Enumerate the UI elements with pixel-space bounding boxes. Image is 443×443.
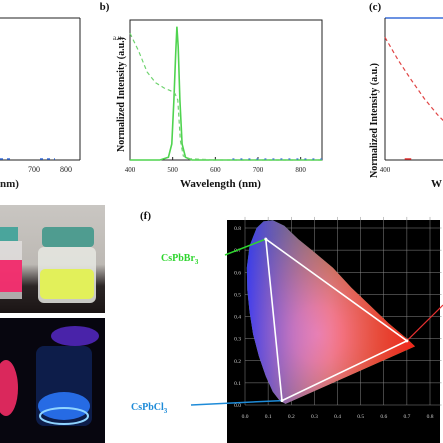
panel-a-xlabel: nm) (0, 178, 19, 190)
panel-b-x-tick: 500 (167, 166, 178, 174)
panel-c-ylabel: Normalized Intensity (a.u.) (369, 63, 380, 178)
panel-b-x-tick: 800 (295, 166, 306, 174)
vial-yellow-liquid (40, 269, 94, 299)
cie-y-tick: 0.7 (234, 248, 241, 254)
vial-red-liquid (0, 260, 22, 292)
panel-f-cie: (f) 0.0 0.1 0.2 0.3 0.4 0.5 0.6 0.7 0.8 0.0 0.1 0.2… (131, 210, 443, 443)
pl-emission-line (130, 26, 322, 161)
panel-b-xlabel: Wavelength (nm) (180, 178, 261, 190)
panel-b-x-tick: 600 (210, 166, 221, 174)
panel-f-label: (f) (140, 210, 151, 222)
panel-c-label: (c) (369, 1, 382, 13)
vial-red-emission (0, 360, 18, 416)
panel-b-label: (b) (100, 1, 110, 13)
panel-a-tick-700: 700 (28, 165, 40, 174)
photo-vials-daylight (0, 205, 105, 313)
cie-x-tick: 0.2 (288, 414, 295, 420)
vial-yellow-cap (42, 227, 94, 247)
annotation-cspbbr3: CsPbBr3 (161, 253, 199, 266)
red-vertex-leader-line (406, 304, 443, 342)
cie-y-tick: 0.5 (234, 292, 241, 298)
cie-y-tick: 0.1 (234, 381, 241, 387)
cie-x-tick: 0.3 (311, 414, 318, 420)
cspbbr3-leader-line (224, 238, 267, 256)
panel-b-series (129, 26, 322, 161)
annotation-cspbcl3: CsPbCl3 (131, 402, 168, 415)
panel-b-x-tick: 400 (125, 166, 136, 174)
photo-vials-uv (0, 318, 105, 443)
gamut-vertex-point (264, 237, 268, 241)
cie-x-tick: 0.7 (403, 414, 410, 420)
cie-y-tick: 0.4 (234, 315, 241, 321)
panel-c-series (384, 37, 443, 160)
cie-x-tick: 0.6 (380, 414, 387, 420)
cspbcl3-leader-line (190, 399, 283, 406)
uv-purple-glow (51, 326, 99, 346)
panel-b-plot-frame (129, 19, 323, 161)
cie-axis-ticks: 0.0 0.1 0.2 0.3 0.4 0.5 0.6 0.7 0.8 0.0 0.1 0.2 0.3 0… (234, 226, 434, 420)
vial-blue-emission (38, 392, 90, 420)
cie-y-tick: 0.0 (234, 403, 241, 409)
gamut-triangle (264, 237, 409, 402)
cie-x-tick: 0.4 (334, 414, 341, 420)
cie-x-tick: 0.1 (265, 414, 272, 420)
panel-a: 700 800 nm) (0, 17, 81, 190)
panel-a-tick-800: 800 (60, 165, 72, 174)
panel-b-chart: (b) Normalized Intensity (a.u.) a.u. 400… (100, 1, 323, 190)
cie-spectral-locus (246, 220, 415, 404)
vial-blue-ring (39, 407, 89, 425)
cie-x-tick: 0.0 (242, 414, 249, 420)
gamut-vertex-point (405, 339, 409, 343)
panel-c-x-tick: 400 (380, 166, 391, 174)
gamut-vertex-point (280, 399, 284, 403)
cie-gamut-triangle (190, 237, 443, 406)
vial-red-cap (0, 227, 18, 241)
cie-x-tick: 0.8 (427, 414, 434, 420)
absorption-dashed-line (129, 33, 322, 161)
panel-b-x-tick: 700 (253, 166, 264, 174)
cie-y-tick: 0.3 (234, 337, 241, 343)
cie-horseshoe-red (246, 220, 415, 404)
cie-y-tick: 0.2 (234, 359, 241, 365)
panel-b-ylabel: Normalized Intensity (a.u.) (116, 37, 127, 152)
cie-y-tick: 0.8 (234, 226, 241, 232)
panel-b-y-tick: a.u. (113, 34, 123, 42)
panel-c-xlabel: W (431, 178, 442, 190)
cie-y-tick: 0.6 (234, 270, 241, 276)
absorption-red-dashed-line (384, 37, 443, 122)
cie-x-tick: 0.5 (357, 414, 364, 420)
